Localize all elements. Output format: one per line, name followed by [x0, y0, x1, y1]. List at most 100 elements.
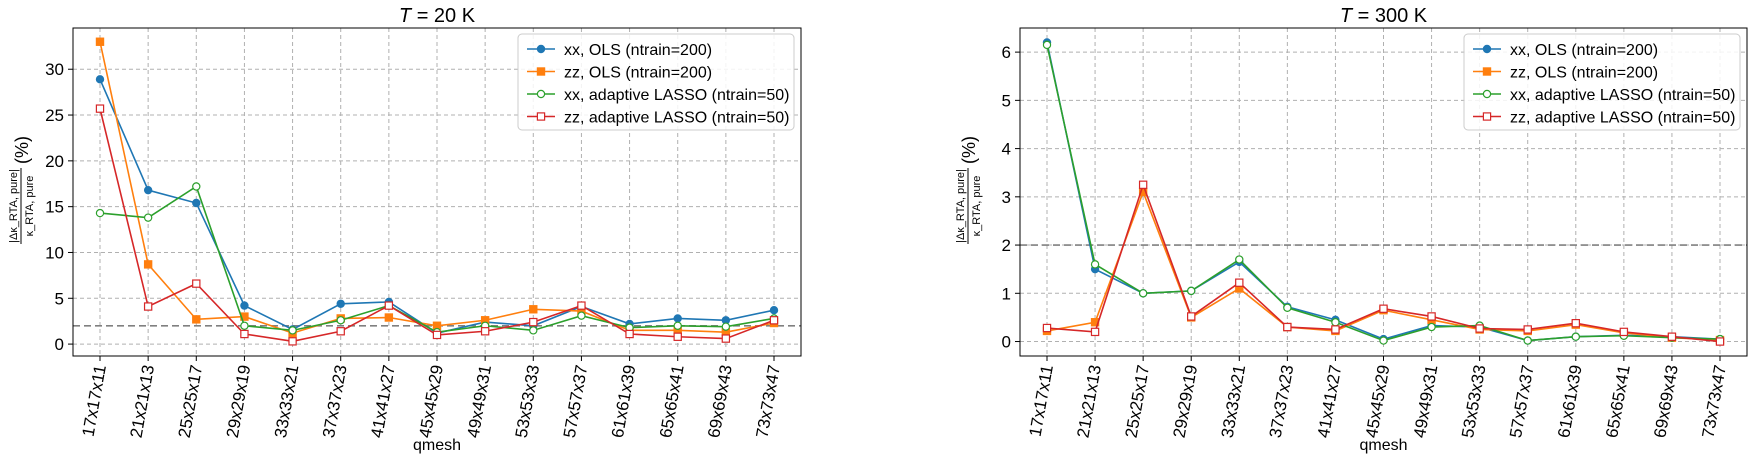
- data-point: [625, 329, 634, 339]
- data-point: [769, 316, 779, 325]
- x-tick-label: 45x45x29: [1362, 363, 1394, 439]
- data-point: [1379, 304, 1388, 313]
- legend: xx, OLS (ntrain=200) zz, OLS (ntrain=200)…: [517, 33, 795, 131]
- x-tick-label: 41x41x27: [367, 363, 399, 439]
- chart-panel-2: 0 1 2 3 4 5 6 17x17x11 21x21x13 25x25x17 29x29x19 3…: [955, 5, 1748, 454]
- data-point: [143, 213, 153, 222]
- x-tick-label: 45x45x29: [415, 363, 447, 439]
- data-point: [336, 327, 345, 336]
- y-tick-label: 2: [1002, 236, 1011, 255]
- y-tick-label: 5: [55, 289, 64, 308]
- data-point: [1283, 322, 1292, 332]
- y-tick-label: 15: [45, 198, 64, 217]
- legend-frame: [517, 33, 795, 131]
- x-tick-label: 41x41x27: [1314, 363, 1346, 439]
- chart-title: T = 20 K: [399, 5, 476, 27]
- y-tick-label: 25: [45, 106, 64, 125]
- data-point: [577, 301, 586, 310]
- x-tick-label: 25x25x17: [1122, 363, 1154, 439]
- y-label-unit: (%): [959, 136, 979, 164]
- data-point: [1379, 336, 1388, 345]
- y-tick-label: 4: [1002, 140, 1011, 159]
- legend-marker: [536, 44, 546, 54]
- data-point: [1138, 289, 1148, 298]
- data-point: [1619, 327, 1629, 337]
- x-tick-label: 21x21x13: [127, 363, 159, 439]
- x-tick-label: 17x17x11: [1026, 363, 1057, 438]
- data-point: [529, 326, 538, 335]
- title-text: = 20 K: [411, 5, 476, 27]
- y-label-numerator: |Δκ_RTA, pure|: [955, 169, 967, 243]
- y-label-denominator: κ_RTA, pure: [24, 176, 36, 237]
- x-tick-label: 65x65x41: [1602, 363, 1634, 439]
- x-axis-label: qmesh: [1359, 437, 1407, 454]
- y-axis-label: |Δκ_RTA, pure| κ_RTA, pure (%): [955, 136, 983, 244]
- x-tick-label: 29x29x19: [1170, 363, 1202, 439]
- x-tick-label: 33x33x21: [1218, 363, 1250, 439]
- x-tick-label: 37x37x23: [319, 363, 351, 439]
- x-tick-label: 33x33x21: [271, 363, 303, 439]
- y-tick-label: 20: [45, 152, 64, 171]
- legend-label: zz, adaptive LASSO (ntrain=50): [564, 110, 789, 127]
- data-point: [1715, 337, 1725, 346]
- data-point: [1187, 286, 1196, 296]
- data-point: [192, 198, 201, 208]
- data-point: [95, 75, 105, 84]
- data-point: [1138, 180, 1148, 189]
- legend-marker: [1482, 89, 1492, 99]
- legend-label: xx, OLS (ntrain=200): [564, 42, 712, 59]
- legend-marker: [1482, 44, 1492, 54]
- data-point: [673, 332, 682, 341]
- y-tick-label: 0: [1002, 333, 1011, 352]
- x-tick-label: 69x69x43: [704, 363, 736, 439]
- data-point: [769, 305, 779, 315]
- data-point: [1475, 324, 1484, 333]
- data-point: [288, 337, 297, 346]
- y-tick-label: 3: [1002, 188, 1011, 207]
- data-point: [1042, 323, 1052, 333]
- legend-label: xx, adaptive LASSO (ntrain=50): [564, 87, 789, 104]
- y-tick-label: 1: [1002, 284, 1011, 303]
- legend-label: xx, OLS (ntrain=200): [1510, 42, 1658, 59]
- data-point: [288, 326, 297, 335]
- title-text: = 300 K: [1352, 5, 1428, 27]
- data-point: [95, 37, 105, 46]
- data-point: [192, 315, 201, 324]
- legend-label: zz, OLS (ntrain=200): [564, 65, 712, 82]
- data-point: [1042, 40, 1052, 50]
- data-point: [432, 330, 442, 340]
- data-point: [143, 260, 153, 269]
- x-tick-label: 61x61x39: [608, 363, 640, 439]
- data-point: [480, 327, 490, 336]
- data-point: [1427, 312, 1436, 321]
- data-point: [1235, 278, 1244, 287]
- data-point: [577, 311, 586, 320]
- chart-panel-1: 0 5 10 15 20 25 30 17x17x11 21x21x13 25x25x17 29x2…: [8, 5, 802, 454]
- y-tick-label: 6: [1002, 43, 1011, 62]
- x-tick-label: 61x61x39: [1554, 363, 1586, 439]
- data-point: [1331, 325, 1340, 334]
- data-point: [1571, 332, 1580, 341]
- y-axis-label: |Δκ_RTA, pure| κ_RTA, pure (%): [8, 136, 36, 244]
- y-tick-label: 10: [45, 243, 64, 262]
- y-label-numerator: |Δκ_RTA, pure|: [8, 169, 20, 243]
- data-point: [143, 185, 153, 195]
- chart-title: T = 300 K: [1340, 5, 1428, 27]
- data-point: [192, 182, 201, 191]
- legend-marker: [1482, 67, 1492, 76]
- legend-label: xx, adaptive LASSO (ntrain=50): [1510, 87, 1735, 104]
- y-label-denominator: κ_RTA, pure: [971, 176, 983, 237]
- legend-frame: [1463, 33, 1741, 131]
- data-point: [1331, 318, 1340, 327]
- data-point: [673, 321, 682, 330]
- data-point: [529, 317, 538, 327]
- y-tick-label: 30: [45, 60, 64, 79]
- data-point: [1283, 303, 1292, 312]
- x-tick-label: 53x53x33: [512, 363, 544, 439]
- legend-marker: [536, 112, 546, 121]
- legend-label: zz, adaptive LASSO (ntrain=50): [1510, 110, 1735, 127]
- data-point: [1427, 322, 1436, 332]
- x-tick-label: 21x21x13: [1073, 363, 1105, 439]
- x-tick-label: 17x17x11: [79, 363, 110, 438]
